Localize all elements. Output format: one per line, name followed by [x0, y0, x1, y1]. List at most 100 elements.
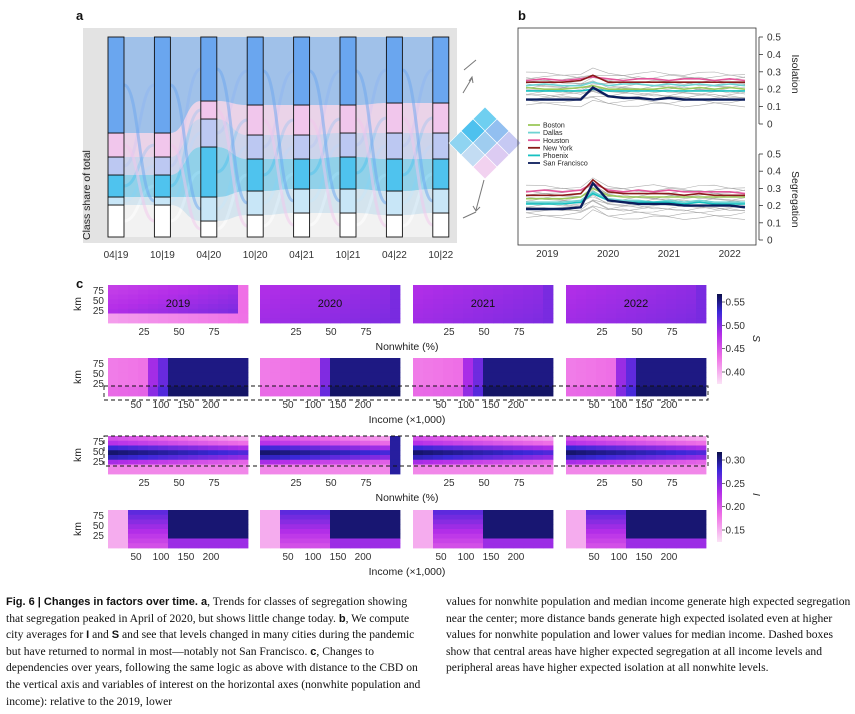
- x-tick-label: 150: [636, 552, 653, 563]
- heatmap-cell: [503, 318, 514, 324]
- x-tick-label: 100: [611, 400, 628, 411]
- heatmap-cell: [616, 440, 627, 446]
- heatmap-cell: [493, 445, 504, 451]
- heatmap-cell: [270, 533, 281, 539]
- heatmap-cell: [576, 285, 587, 291]
- heatmap-cell: [228, 308, 239, 314]
- heatmap-cell: [493, 308, 504, 314]
- heatmap-cell: [596, 510, 607, 516]
- heatmap-cell: [390, 524, 401, 530]
- heatmap-cell: [198, 285, 209, 291]
- heatmap-cell: [686, 469, 697, 475]
- heatmap-cell: [473, 362, 484, 368]
- legend-label: San Francisco: [543, 161, 588, 168]
- heatmap-cell: [390, 469, 401, 475]
- heatmap-cell: [473, 543, 484, 549]
- heatmap-cell: [390, 519, 401, 525]
- heatmap-cell: [238, 308, 249, 314]
- heatmap-cell: [676, 313, 687, 319]
- alluvial-node: [246, 158, 264, 192]
- heatmap-cell: [300, 318, 311, 324]
- alluvial-node: [153, 174, 171, 198]
- heatmap-cell: [483, 391, 494, 397]
- heatmap-cell: [370, 304, 381, 310]
- heatmap-cell: [148, 386, 159, 392]
- heatmap-cell: [138, 289, 149, 295]
- heatmap-cell: [433, 377, 444, 383]
- heatmap-cell: [168, 538, 179, 544]
- y-axis-label: km: [72, 297, 84, 311]
- heatmap-cell: [360, 436, 371, 442]
- heatmap-cell: [513, 313, 524, 319]
- heatmap-cell: [218, 386, 229, 392]
- heatmap-cell: [350, 377, 361, 383]
- heatmap-cell: [300, 533, 311, 539]
- heatmap-cell: [646, 318, 657, 324]
- x-tick-label: 200: [203, 400, 220, 411]
- heatmap-cell: [576, 519, 587, 525]
- heatmap-cell: [290, 362, 301, 368]
- alluvial-node: [246, 134, 264, 160]
- series-line-boston: [525, 84, 746, 91]
- heatmap-cell: [473, 440, 484, 446]
- heatmap-cell: [148, 358, 159, 364]
- arrow-up-line: [462, 77, 473, 94]
- heatmap-cell: [576, 510, 587, 516]
- heatmap-cell: [390, 304, 401, 310]
- heatmap-cell: [380, 519, 391, 525]
- heatmap-cell: [596, 372, 607, 378]
- heatmap-cell: [360, 386, 371, 392]
- heatmap-cell: [290, 543, 301, 549]
- heatmap-cell: [586, 519, 597, 525]
- heatmap-cell: [340, 464, 351, 470]
- heatmap-cell: [606, 455, 617, 461]
- heatmap-cell: [198, 514, 209, 520]
- heatmap-cell: [576, 455, 587, 461]
- heatmap-cell: [128, 372, 139, 378]
- heatmap-cell: [238, 445, 249, 451]
- heatmap-cell: [433, 519, 444, 525]
- heatmap-cell: [280, 519, 291, 525]
- heatmap-cell: [606, 450, 617, 456]
- heatmap-cell: [626, 294, 637, 300]
- background-city-line: [525, 90, 745, 99]
- heatmap-cell: [656, 524, 667, 530]
- heatmap-cell: [576, 294, 587, 300]
- heatmap-cell: [606, 514, 617, 520]
- heatmap-cell: [513, 308, 524, 314]
- heatmap-cell: [503, 436, 514, 442]
- heatmap-cell: [370, 440, 381, 446]
- x-tick-label: 2020: [597, 249, 620, 260]
- heatmap-cell: [128, 538, 139, 544]
- heatmap-cell: [543, 519, 554, 525]
- heatmap-cell: [330, 285, 341, 291]
- heatmap-cell: [473, 464, 484, 470]
- heatmap-cell: [280, 533, 291, 539]
- heatmap-cell: [483, 538, 494, 544]
- heatmap-cell: [676, 469, 687, 475]
- heatmap-cell: [310, 459, 321, 465]
- heatmap-cell: [616, 313, 627, 319]
- heatmap-cell: [320, 285, 331, 291]
- heatmap-cell: [360, 533, 371, 539]
- heatmap-cell: [188, 308, 199, 314]
- heatmap-cell: [503, 464, 514, 470]
- x-tick-label: 150: [330, 552, 347, 563]
- series-line-houston: [525, 76, 746, 82]
- heatmap-cell: [523, 377, 534, 383]
- heatmap-cell: [178, 313, 189, 319]
- flow-band: [309, 37, 340, 105]
- heatmap-cell: [696, 285, 707, 291]
- heatmap-cell: [646, 436, 657, 442]
- heatmap-cell: [696, 450, 707, 456]
- heatmap-cell: [228, 304, 239, 310]
- heatmap-cell: [340, 372, 351, 378]
- heatmap-cell: [188, 519, 199, 525]
- heatmap-cell: [443, 358, 454, 364]
- heatmap-cell: [696, 533, 707, 539]
- heatmap-cell: [270, 391, 281, 397]
- panel-a-ylabel: Class share of total: [81, 150, 93, 240]
- heatmap-cell: [523, 304, 534, 310]
- heatmap-cell: [686, 445, 697, 451]
- heatmap-cell: [158, 533, 169, 539]
